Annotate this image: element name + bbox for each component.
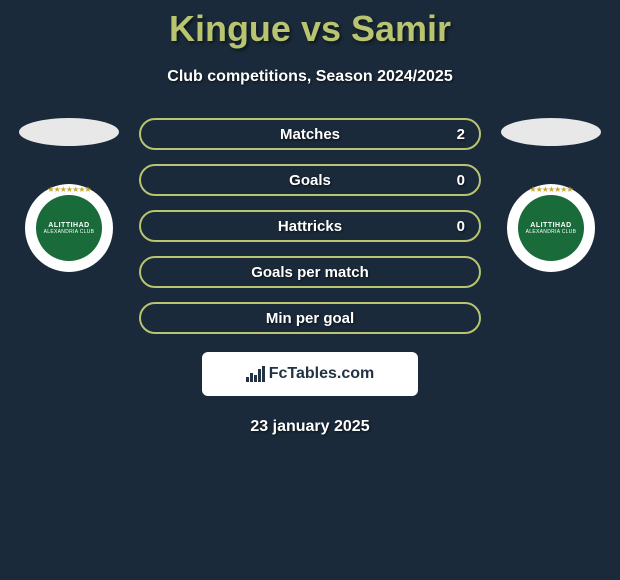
brand-logo: FcTables.com <box>246 365 375 383</box>
stat-label: Hattricks <box>195 218 425 235</box>
bar-chart-icon <box>246 366 265 382</box>
main-container: Kingue vs Samir Club competitions, Seaso… <box>0 0 620 436</box>
stat-rows: Matches 2 Goals 0 Hattricks 0 Goals per … <box>139 118 481 334</box>
stat-row-matches: Matches 2 <box>139 118 481 150</box>
left-player-column: ★★★★★★★ ALITTIHAD ALEXANDRIA CLUB <box>9 118 129 272</box>
stat-right-value: 0 <box>425 218 465 235</box>
comparison-area: ★★★★★★★ ALITTIHAD ALEXANDRIA CLUB Matche… <box>0 118 620 334</box>
right-club-badge: ★★★★★★★ ALITTIHAD ALEXANDRIA CLUB <box>507 184 595 272</box>
left-badge-sub: ALEXANDRIA CLUB <box>44 229 95 235</box>
stat-row-goals-per-match: Goals per match <box>139 256 481 288</box>
stat-row-goals: Goals 0 <box>139 164 481 196</box>
left-badge-stars-icon: ★★★★★★★ <box>47 185 90 194</box>
stat-label: Min per goal <box>195 310 425 327</box>
left-player-photo-placeholder <box>19 118 119 146</box>
left-badge-name: ALITTIHAD <box>48 222 89 229</box>
brand-text: FcTables.com <box>269 365 375 383</box>
stat-row-min-per-goal: Min per goal <box>139 302 481 334</box>
left-club-badge: ★★★★★★★ ALITTIHAD ALEXANDRIA CLUB <box>25 184 113 272</box>
stat-label: Matches <box>195 126 425 143</box>
subtitle: Club competitions, Season 2024/2025 <box>0 68 620 86</box>
left-badge-shield: ★★★★★★★ ALITTIHAD ALEXANDRIA CLUB <box>36 195 102 261</box>
date-text: 23 january 2025 <box>0 418 620 436</box>
brand-box: FcTables.com <box>202 352 418 396</box>
right-badge-name: ALITTIHAD <box>530 222 571 229</box>
stat-label: Goals per match <box>195 264 425 281</box>
stat-right-value: 0 <box>425 172 465 189</box>
right-player-photo-placeholder <box>501 118 601 146</box>
stat-label: Goals <box>195 172 425 189</box>
right-player-column: ★★★★★★★ ALITTIHAD ALEXANDRIA CLUB <box>491 118 611 272</box>
right-badge-shield: ★★★★★★★ ALITTIHAD ALEXANDRIA CLUB <box>518 195 584 261</box>
stat-right-value: 2 <box>425 126 465 143</box>
page-title: Kingue vs Samir <box>0 8 620 50</box>
stat-row-hattricks: Hattricks 0 <box>139 210 481 242</box>
right-badge-stars-icon: ★★★★★★★ <box>529 185 572 194</box>
right-badge-sub: ALEXANDRIA CLUB <box>526 229 577 235</box>
